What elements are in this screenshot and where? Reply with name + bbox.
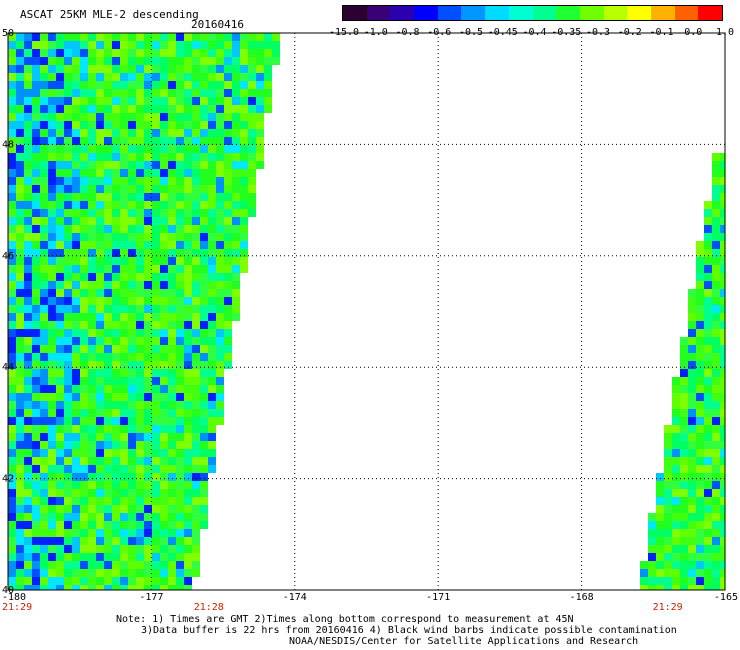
colorbar-segment [366,6,391,20]
colorbar-segment [556,6,580,20]
time-labels: 21:29 21:28 21:29 [2,602,683,610]
colorbar-segment [508,6,533,20]
colorbar-segment [414,6,438,20]
y-tick-label: 46 [2,251,14,262]
x-tick-label: -180 [2,592,26,603]
colorbar-segment [603,6,628,20]
colorbar-segment [579,6,604,20]
colorbar-segment [627,6,651,20]
colorbar-segment [343,6,367,20]
time-label: 21:29 [2,602,32,610]
colorbar-segment [674,6,699,20]
y-tick-label: 50 [2,28,14,39]
colorbar-segment [485,6,509,20]
x-tick-label: -168 [570,592,594,603]
colorbar-segment [390,6,415,20]
note-line-3: NOAA/NESDIS/Center for Satellite Applica… [289,636,639,647]
x-tick-label: -165 [714,592,738,603]
west-swath [8,33,280,590]
time-label: 21:28 [194,602,224,610]
map-plot: -180 -177 -174 -171 -168 -165 40 42 44 46 48 50 21:… [2,28,738,610]
note-line-1: Note: 1) Times are GMT 2)Times along bot… [116,614,574,625]
colorbar-segment [650,6,675,20]
time-label: 21:29 [653,602,683,610]
x-tick-label: -177 [139,592,163,603]
map-date: 20160416 [191,18,244,31]
y-tick-label: 42 [2,474,14,485]
colorbar-segment [461,6,486,20]
y-tick-label: 44 [2,362,14,373]
grid-lines [8,33,725,590]
colorbar-segment [532,6,557,20]
x-tick-label: -171 [426,592,450,603]
note-line-2: 3)Data buffer is 22 hrs from 20160416 4)… [141,625,677,636]
swath-layer [8,33,725,590]
tick-labels: -180 -177 -174 -171 -168 -165 40 42 44 46 48 50 [2,28,738,603]
colorbar-segment [437,6,462,20]
y-tick-label: 40 [2,585,14,596]
x-tick-label: -174 [283,592,307,603]
colorbar [342,5,723,21]
plot-frame [7,32,726,591]
y-tick-label: 48 [2,139,14,150]
colorbar-segment [698,6,722,20]
map-title: ASCAT 25KM MLE-2 descending [20,8,199,21]
east-swath [640,153,725,590]
